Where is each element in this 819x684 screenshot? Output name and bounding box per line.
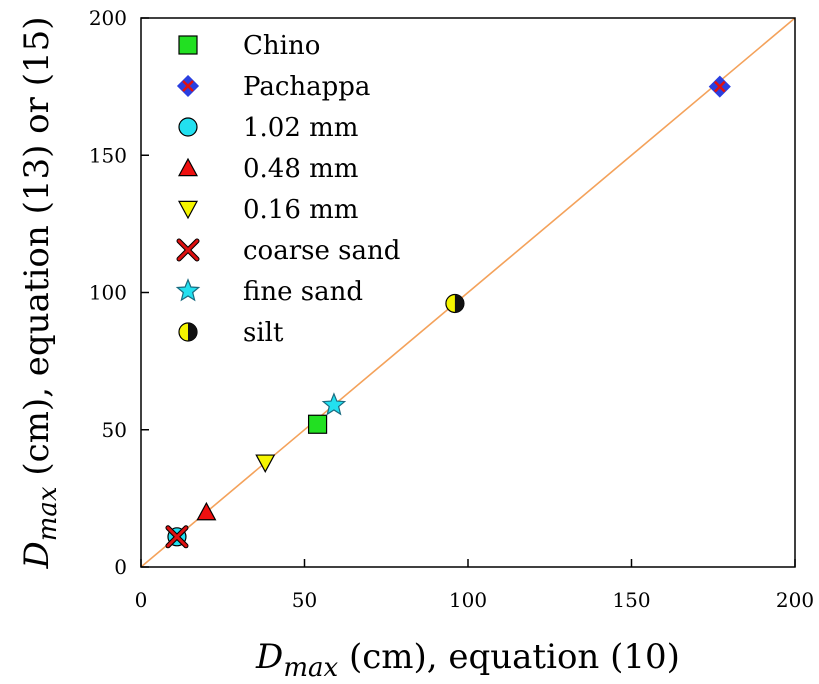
legend-item: 0.16 mm: [177, 195, 358, 225]
data-point: [165, 525, 189, 549]
y-axis-title-subscript: max: [33, 486, 63, 541]
legend-marker-shape: [177, 200, 199, 220]
legend-label: 0.16 mm: [243, 195, 358, 225]
data-points: [165, 75, 731, 549]
data-point: [708, 75, 731, 98]
x-axis-title-variable: D: [255, 637, 283, 677]
y-tick-label: 100: [89, 281, 127, 305]
legend-item: fine sand: [175, 277, 363, 307]
legend-label: 0.48 mm: [243, 154, 358, 184]
legend-marker: [177, 157, 199, 177]
legend-marker: [177, 200, 199, 220]
data-point: [321, 392, 347, 416]
x-axis-title-text: (cm), equation (10): [338, 637, 680, 677]
data-point: [445, 293, 465, 314]
x-tick-label: 50: [292, 588, 317, 612]
legend-marker-shape: [177, 239, 199, 261]
x-axis-title: Dmax (cm), equation (10): [255, 637, 680, 683]
one-to-one-line: [140, 17, 796, 568]
legend-item: Pachappa: [176, 72, 370, 102]
y-axis-title-text: (cm), equation (13) or (15): [17, 16, 57, 486]
data-point-shape: [321, 392, 347, 416]
legend-marker-shape: [178, 117, 198, 137]
data-point-shape: [255, 454, 276, 473]
legend-marker: [176, 238, 200, 262]
x-axis-title-subscript: max: [283, 653, 338, 683]
legend-marker: [176, 74, 200, 98]
legend-item: silt: [178, 318, 284, 348]
legend-label: silt: [243, 318, 284, 348]
legend-label: coarse sand: [243, 236, 400, 266]
legend-marker: [175, 278, 201, 302]
y-tick-label: 50: [102, 418, 127, 442]
legend-marker-shape: [178, 35, 198, 55]
legend-marker: [178, 117, 198, 137]
y-tick-label: 0: [114, 555, 127, 579]
y-axis-title: Dmax (cm), equation (13) or (15): [17, 16, 63, 569]
legend-label: fine sand: [243, 277, 363, 307]
data-point: [196, 501, 217, 521]
legend-item: Chino: [178, 31, 320, 61]
data-point-shape: [196, 501, 217, 521]
legend-label: Chino: [243, 31, 320, 61]
data-point-shape: [307, 414, 328, 434]
y-tick-label: 150: [89, 143, 127, 167]
legend-marker-shape: [177, 157, 199, 177]
legend-marker: [178, 35, 198, 55]
x-tick-label: 0: [135, 588, 148, 612]
data-point: [307, 414, 328, 434]
x-tick-label: 200: [776, 588, 814, 612]
legend-label: 1.02 mm: [243, 113, 358, 143]
x-tick-label: 100: [449, 588, 487, 612]
legend-marker-shape: [175, 278, 201, 302]
legend-label: Pachappa: [243, 72, 370, 102]
legend-marker-accent: [188, 323, 197, 341]
y-axis-title-variable: D: [17, 541, 57, 569]
data-point-accent: [454, 294, 464, 313]
legend-item: 1.02 mm: [178, 113, 358, 143]
legend-item: coarse sand: [176, 236, 400, 266]
x-tick-label: 150: [612, 588, 650, 612]
data-point: [255, 454, 276, 473]
data-point-shape: [166, 526, 188, 548]
legend: Chino Pachappa 1.02 mm 0.48 mm 0.16 mm coarse…: [175, 31, 400, 348]
y-tick-label: 200: [89, 6, 127, 30]
legend-marker: [178, 322, 198, 342]
data-point-accent: [713, 80, 726, 93]
legend-item: 0.48 mm: [177, 154, 358, 184]
legend-marker-accent: [182, 80, 194, 92]
